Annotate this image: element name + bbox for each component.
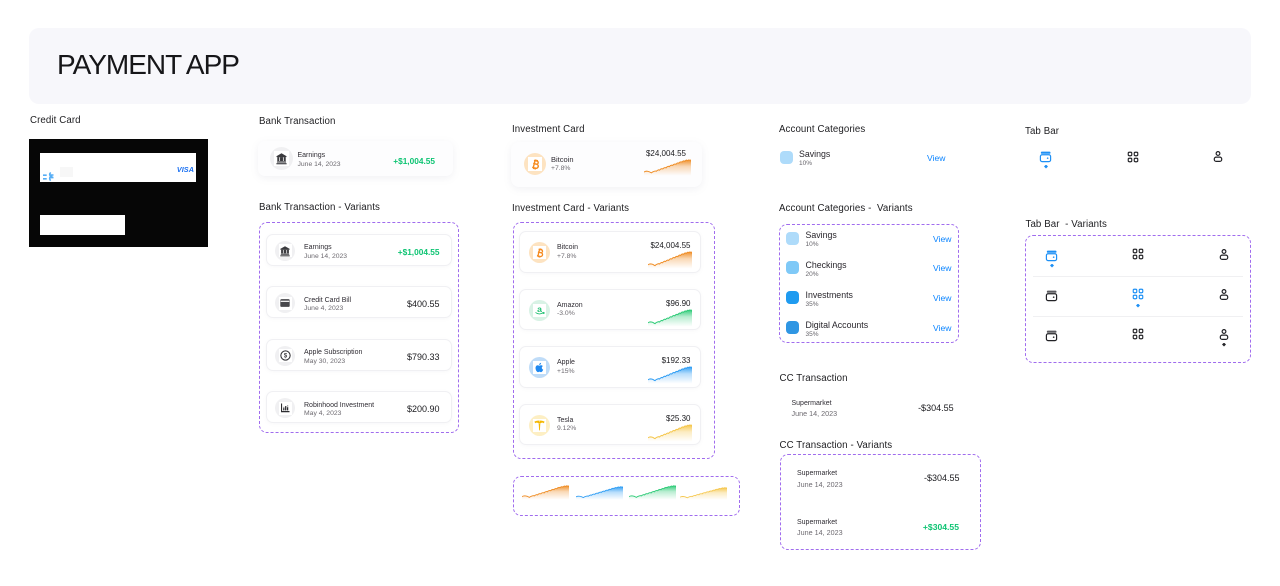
svg-text:a: a <box>537 304 542 314</box>
svg-text:$: $ <box>283 354 287 360</box>
